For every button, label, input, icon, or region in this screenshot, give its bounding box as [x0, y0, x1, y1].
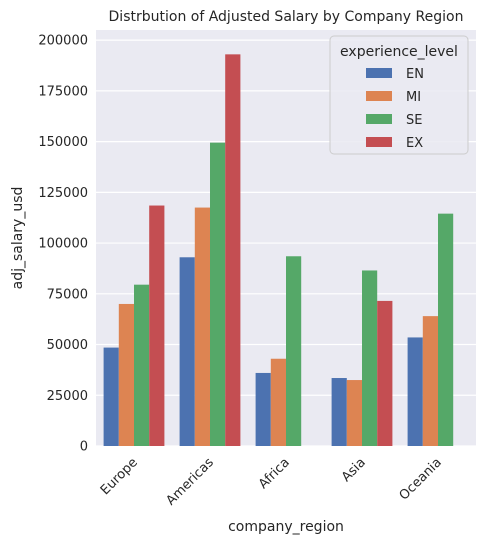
x-tick-label: Americas: [164, 455, 217, 508]
bar-se-africa: [286, 256, 302, 446]
bar-mi-asia: [346, 380, 362, 446]
y-tick-label: 125000: [38, 186, 88, 201]
bar-en-africa: [255, 372, 271, 446]
legend-swatch-se: [366, 114, 392, 124]
legend: experience_level EN MI SE EX: [329, 35, 469, 155]
y-tick-label: 0: [80, 440, 88, 455]
x-tick-label: Oceania: [397, 455, 445, 503]
y-axis-label: adj_salary_usd: [10, 187, 26, 290]
y-tick-label: 50000: [47, 338, 88, 353]
bar-mi-americas: [194, 207, 210, 446]
bar-en-asia: [331, 378, 347, 446]
bar-mi-oceania: [422, 316, 438, 446]
chart-title: Distrbution of Adjusted Salary by Compan…: [109, 9, 464, 25]
bar-se-asia: [362, 270, 378, 446]
x-ticks: Europe Americas Africa Asia Oceania: [98, 455, 445, 508]
bar-ex-asia: [377, 300, 393, 446]
legend-swatch-mi: [366, 91, 392, 101]
legend-swatch-ex: [366, 137, 392, 147]
bar-en-europe: [103, 347, 119, 446]
bar-en-americas: [179, 257, 195, 446]
y-ticks: 0 25000 50000 75000 100000 125000 150000 175000…: [38, 34, 88, 455]
y-tick-label: 75000: [47, 287, 88, 302]
y-tick-label: 175000: [38, 84, 88, 99]
y-tick-label: 100000: [38, 237, 88, 252]
bar-se-americas: [210, 142, 226, 446]
legend-box: [329, 35, 469, 155]
bar-mi-europe: [118, 303, 134, 446]
bar-en-oceania: [407, 337, 423, 446]
bar-mi-africa: [270, 358, 286, 446]
x-tick-label: Europe: [98, 455, 141, 498]
x-tick-label: Africa: [256, 455, 293, 492]
x-axis-label: company_region: [228, 519, 344, 535]
legend-label-se: SE: [406, 113, 422, 128]
legend-swatch-en: [366, 68, 392, 78]
bar-ex-americas: [225, 54, 241, 446]
x-tick-label: Asia: [339, 455, 369, 485]
y-tick-label: 150000: [38, 135, 88, 150]
bars: [103, 54, 454, 446]
y-tick-label: 200000: [38, 34, 88, 49]
bar-se-oceania: [438, 213, 454, 446]
y-tick-label: 25000: [47, 389, 88, 404]
legend-title: experience_level: [340, 44, 458, 60]
bar-ex-europe: [149, 205, 165, 446]
legend-label-mi: MI: [406, 90, 421, 105]
legend-label-en: EN: [406, 67, 424, 82]
legend-label-ex: EX: [406, 136, 423, 151]
bar-se-europe: [134, 284, 150, 446]
